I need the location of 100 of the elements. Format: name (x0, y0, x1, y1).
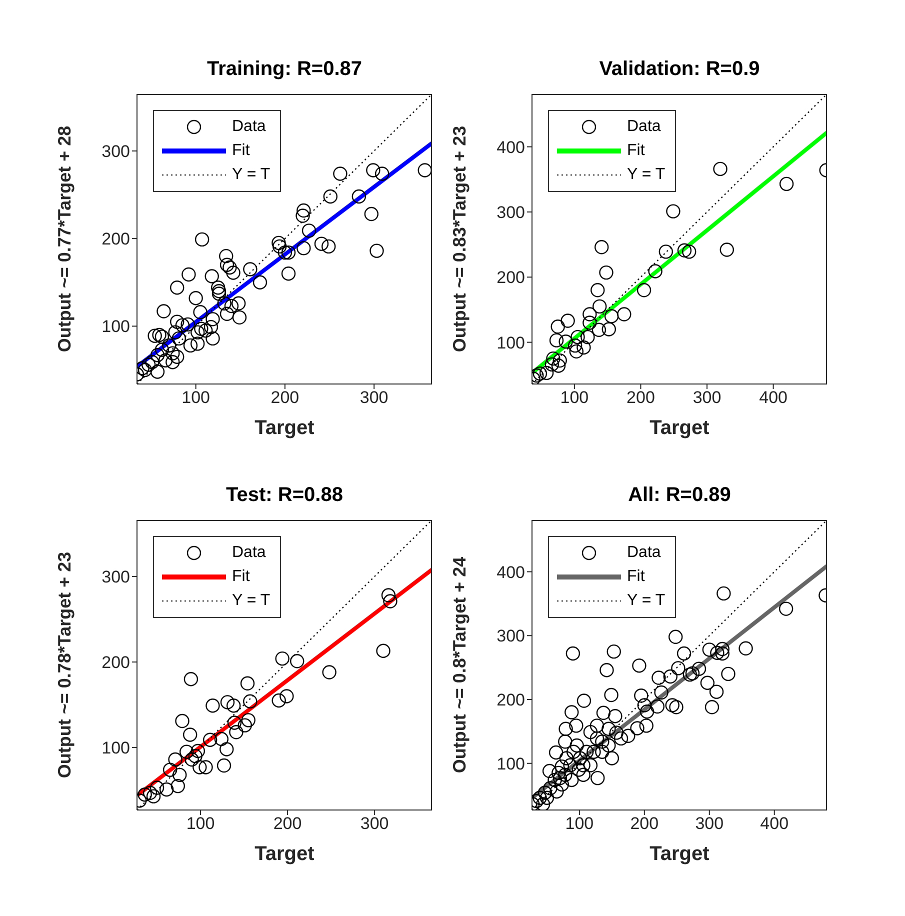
x-axis-title: Target (254, 843, 315, 865)
point (552, 353, 567, 368)
point (582, 307, 597, 322)
y-tick-label: 400 (496, 562, 525, 582)
legend-label: Y = T (232, 592, 270, 610)
legend-label: Fit (232, 142, 250, 160)
point (779, 176, 794, 192)
point (550, 320, 565, 334)
x-axis-title: Target (650, 417, 710, 439)
x-tick-label: 200 (270, 388, 300, 408)
y-axis-title: Output ~= 0.83*Target + 23 (449, 126, 470, 352)
x-tick-label: 100 (186, 814, 215, 834)
legend-label: Fit (627, 142, 645, 160)
point (322, 665, 336, 680)
point (172, 768, 187, 782)
chart-title: Validation: R=0.9 (598, 57, 761, 82)
point (713, 162, 728, 176)
point (381, 588, 396, 602)
point (229, 725, 244, 740)
point (648, 264, 662, 278)
legend-label: Data (627, 118, 661, 136)
point (549, 333, 564, 348)
y-tick-label: 200 (102, 230, 130, 249)
point (617, 307, 632, 322)
x-tick-label: 200 (273, 814, 302, 834)
point (568, 338, 582, 353)
legend-label: Data (627, 544, 661, 562)
y-tick-label: 100 (496, 754, 525, 774)
point (241, 713, 256, 728)
y-tick-label: 300 (102, 567, 130, 586)
point (142, 786, 158, 800)
x-tick-label: 400 (759, 388, 788, 408)
point (376, 644, 390, 658)
point (190, 744, 206, 758)
legend-label: Y = T (627, 592, 666, 610)
point (604, 309, 619, 324)
x-tick-label: 200 (626, 388, 655, 408)
point (159, 782, 174, 797)
point (162, 762, 178, 777)
point (220, 695, 235, 710)
legend-label: Fit (627, 568, 645, 586)
point (180, 744, 194, 759)
x-tick-label: 300 (695, 814, 724, 834)
y-axis-title: Output ~= 0.8*Target + 24 (449, 556, 470, 774)
legend-label: Y = T (627, 166, 666, 184)
x-tick-label: 100 (182, 388, 210, 408)
point (682, 244, 696, 259)
y-tick-label: 200 (102, 653, 130, 672)
point (182, 728, 198, 742)
point (560, 314, 575, 328)
point (184, 672, 198, 686)
y-tick-label: 200 (496, 690, 525, 710)
x-tick-label: 300 (360, 814, 389, 834)
x-axis-title: Target (650, 843, 710, 865)
point (150, 780, 164, 795)
point (599, 265, 614, 280)
point (170, 778, 185, 794)
legend-label: Data (232, 544, 266, 562)
x-tick-label: 300 (692, 388, 722, 408)
point (206, 698, 220, 713)
point (238, 718, 252, 732)
point (592, 322, 606, 338)
point (720, 242, 734, 257)
chart-title: Test: R=0.88 (225, 483, 344, 508)
y-tick-label: 300 (102, 142, 130, 161)
point (546, 351, 560, 366)
x-tick-label: 300 (360, 388, 388, 408)
chart-title: All: R=0.89 (627, 483, 732, 508)
point (666, 204, 680, 218)
point (532, 366, 548, 381)
point (168, 752, 182, 767)
y-axis-title: Output ~= 0.77*Target + 28 (54, 126, 74, 352)
point (658, 244, 674, 259)
point (226, 698, 241, 713)
chart-title: Training: R=0.87 (206, 57, 364, 82)
point (290, 654, 304, 668)
point (636, 283, 652, 298)
x-tick-label: 100 (560, 388, 589, 408)
point (227, 716, 242, 730)
y-tick-label: 100 (102, 738, 130, 758)
point (202, 732, 218, 747)
x-axis-title: Target (254, 417, 315, 439)
point (138, 788, 152, 802)
point (243, 694, 258, 708)
point (570, 330, 585, 344)
point (569, 344, 584, 359)
point (214, 732, 229, 746)
point (580, 330, 595, 344)
legend-label: Data (232, 118, 266, 136)
point (175, 714, 190, 728)
point (590, 283, 605, 298)
point (576, 340, 591, 355)
point (146, 789, 161, 804)
y-tick-label: 300 (496, 202, 525, 222)
point (275, 651, 290, 666)
y-tick-label: 100 (102, 317, 130, 336)
point (539, 366, 554, 380)
point (188, 749, 202, 764)
y-tick-label: 400 (496, 138, 525, 157)
point (383, 594, 398, 608)
